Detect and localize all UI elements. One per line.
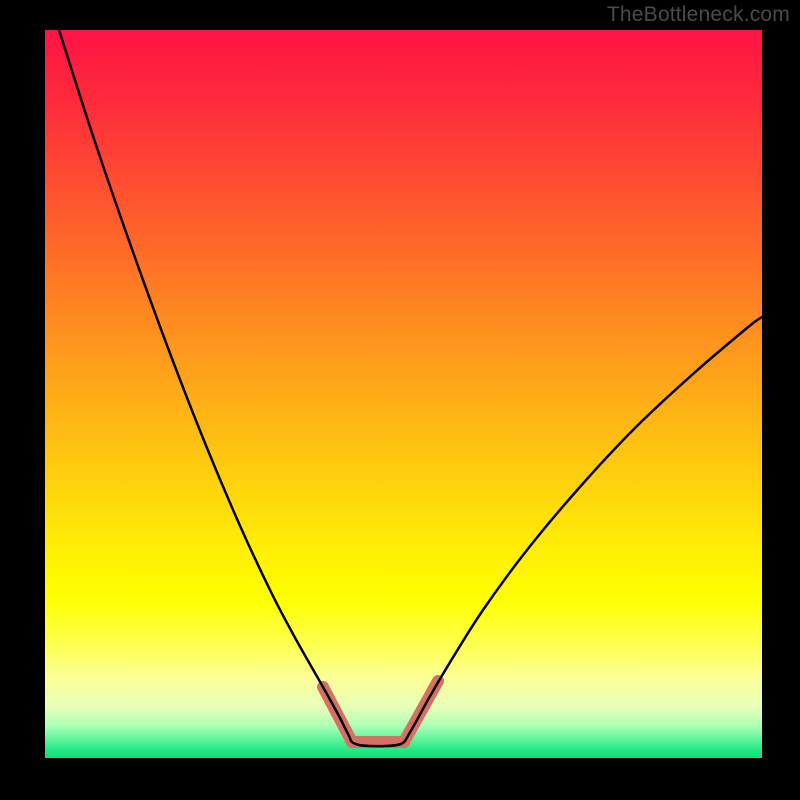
bottleneck-curve [45,30,762,758]
chart-frame: TheBottleneck.com [0,0,800,800]
curve-path [59,30,762,746]
watermark-text: TheBottleneck.com [607,3,790,27]
